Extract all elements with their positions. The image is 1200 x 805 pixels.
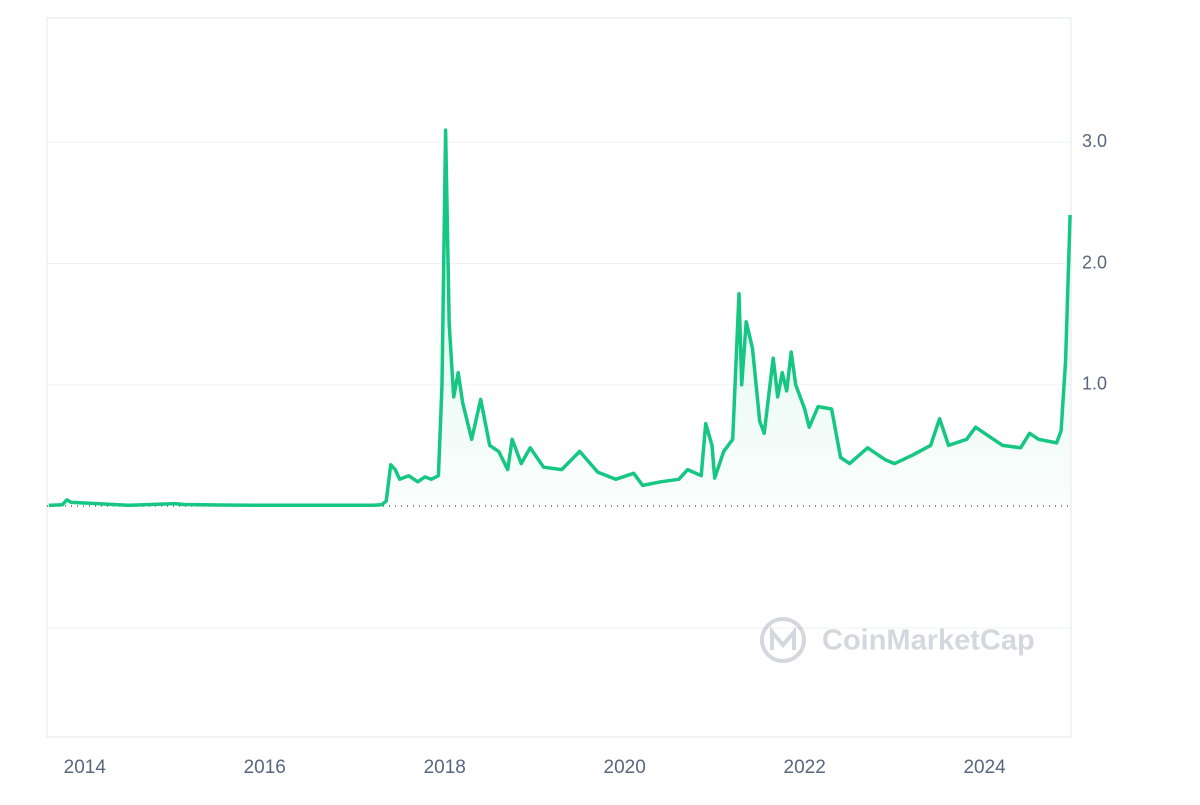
y-tick-label: 2.0 bbox=[1082, 252, 1107, 272]
y-tick-label: 3.0 bbox=[1082, 131, 1107, 151]
x-tick-label: 2024 bbox=[963, 757, 1006, 778]
x-tick-label: 2022 bbox=[784, 757, 826, 778]
y-tick-label: 1.0 bbox=[1082, 374, 1107, 394]
x-tick-label: 2016 bbox=[244, 757, 286, 778]
price-line bbox=[48, 128, 1072, 508]
x-tick-label: 2018 bbox=[424, 757, 466, 778]
watermark-logo bbox=[760, 617, 806, 663]
watermark: CoinMarketCap bbox=[822, 625, 1035, 657]
x-tick-label: 2014 bbox=[64, 757, 107, 778]
area-fill bbox=[48, 130, 1071, 506]
x-tick-label: 2020 bbox=[604, 757, 646, 778]
plot-frame bbox=[46, 17, 1072, 738]
